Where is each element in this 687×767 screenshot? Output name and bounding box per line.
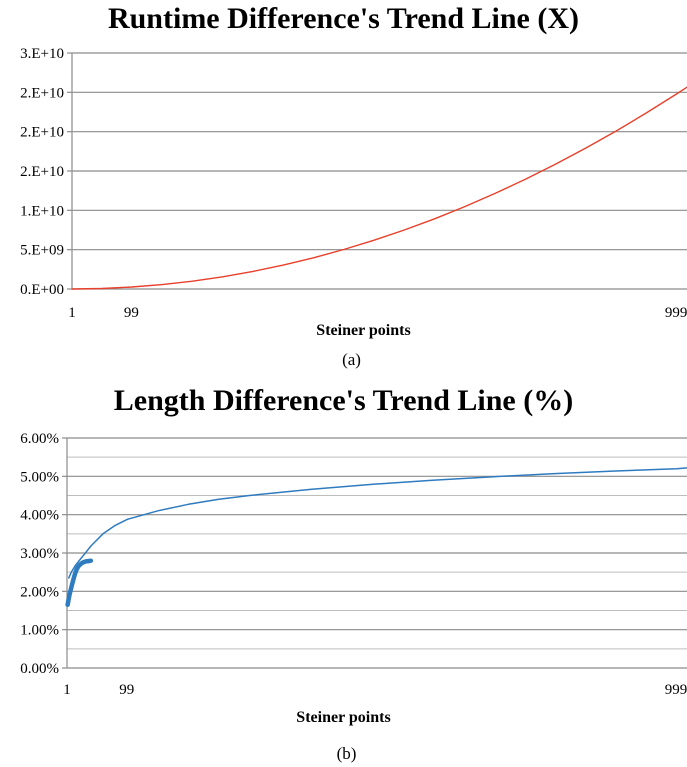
y-tick-label: 2.E+10: [20, 125, 64, 141]
length-plot-area: 0.00%1.00%2.00%3.00%4.00%5.00%6.00%1 99 99…: [20, 431, 687, 698]
x-tick-label: 1: [63, 682, 71, 698]
x-axis-label: Steiner points: [296, 709, 391, 726]
y-tick-label: 1.E+10: [20, 203, 64, 219]
y-tick-label: 2.E+10: [20, 85, 64, 101]
y-tick-label: 5.E+09: [20, 243, 64, 259]
y-tick-label: 5.00%: [20, 469, 59, 485]
x-tick-label: 999: [665, 305, 687, 321]
y-tick-label: 2.E+10: [20, 164, 64, 180]
y-tick-label: 2.00%: [20, 584, 59, 600]
x-axis-label: Steiner points: [316, 322, 411, 339]
y-tick-label: 6.00%: [20, 431, 59, 447]
x-tick-label: 99: [124, 305, 139, 321]
runtime-plot-area: 0.E+00 5.E+09 1.E+10 2.E+10 2.E+10 2.E+10 3.E+…: [20, 46, 687, 321]
chart-title: Length Difference's Trend Line (%): [113, 384, 574, 417]
y-tick-label: 4.00%: [20, 508, 59, 524]
series-line: [68, 467, 687, 579]
runtime-chart: Runtime Difference's Trend Line (X) 0.E+…: [0, 0, 687, 380]
x-tick-label: 999: [665, 682, 687, 698]
y-tick-label: 3.00%: [20, 546, 59, 562]
y-tick-label: 0.E+00: [20, 282, 64, 298]
x-tick-label: 99: [119, 682, 134, 698]
series-line: [71, 86, 687, 290]
x-tick-label: 1: [68, 305, 76, 321]
length-chart: Length Difference's Trend Line (%) 0.00%…: [0, 382, 687, 767]
y-tick-label: 0.00%: [20, 661, 59, 677]
figure-caption: (a): [342, 350, 361, 369]
figure-caption: (b): [336, 744, 357, 763]
chart-title: Runtime Difference's Trend Line (X): [107, 2, 580, 35]
series-line: [65, 558, 94, 608]
y-tick-label: 3.E+10: [20, 46, 64, 62]
y-tick-label: 1.00%: [20, 623, 59, 639]
